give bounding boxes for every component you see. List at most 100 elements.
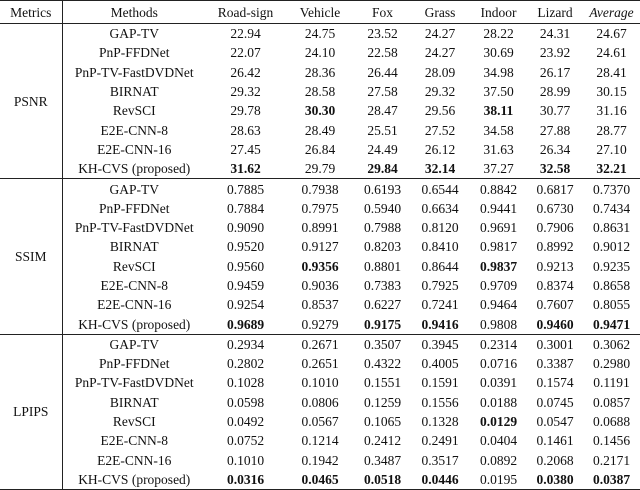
column-header: Road-sign: [206, 0, 285, 24]
method-name: BIRNAT: [109, 394, 159, 410]
value-cell: 22.58: [367, 45, 398, 61]
value-cell: 0.3945: [410, 333, 470, 355]
value-cell: 0.0857: [592, 394, 631, 410]
value-cell: 28.36: [304, 64, 336, 80]
value-cell: 24.61: [596, 45, 627, 61]
column-header: Average: [583, 0, 640, 24]
value-cell: 0.0446: [410, 469, 470, 490]
value-cell: 29.79: [285, 159, 355, 180]
value-cell: 0.2980: [592, 356, 631, 372]
value-cell: 0.0806: [301, 394, 339, 410]
value-cell: 0.7906: [536, 220, 574, 236]
table-row: RevSCI 29.78 30.30 28.47 29.56 38.11 30.77 31.1…: [0, 101, 640, 120]
value-cell: 24.67: [583, 23, 640, 44]
value-cell: 0.0188: [479, 394, 518, 410]
value-cell: 0.9127: [301, 239, 339, 255]
column-header: Indoor: [470, 0, 527, 24]
value-cell: 0.0598: [226, 394, 265, 410]
value-cell: 0.8120: [421, 220, 459, 236]
value-cell: 23.92: [539, 45, 571, 61]
value-cell: 0.8801: [363, 258, 402, 274]
value-cell: 0.9279: [285, 314, 355, 335]
value-cell: 34.98: [483, 64, 514, 80]
value-cell: 0.1574: [536, 375, 574, 391]
value-cell: 0.6193: [355, 178, 410, 199]
value-cell: 0.2314: [470, 333, 527, 355]
table-row: RevSCI 0.9560 0.9356 0.8801 0.8644 0.9837 0.92…: [0, 257, 640, 276]
value-cell: 0.9471: [583, 314, 640, 335]
metric-label: SSIM: [0, 178, 63, 335]
value-cell: 27.52: [424, 122, 456, 138]
value-cell: 0.7370: [583, 178, 640, 199]
value-cell: 0.8374: [536, 278, 574, 293]
value-cell: 0.8842: [470, 178, 527, 199]
value-cell: 25.51: [367, 122, 398, 138]
table-body: PSNR GAP-TV 22.94 24.75 23.52 24.27 28.22 24.31…: [0, 22, 640, 490]
table-row: SSIM GAP-TV 0.7885 0.7938 0.6193 0.6544 0.8842…: [0, 178, 640, 335]
value-cell: 0.2412: [363, 433, 402, 449]
value-cell: 24.10: [304, 45, 336, 61]
value-cell: 0.9459: [226, 278, 265, 293]
value-cell: 0.9460: [527, 314, 583, 335]
value-cell: 22.07: [230, 45, 261, 61]
value-cell: 0.8055: [592, 297, 631, 313]
value-cell: 0.8644: [421, 258, 459, 274]
value-cell: 0.0716: [479, 356, 518, 372]
method-name: PnP-FFDNet: [98, 356, 170, 372]
method-name: PnP-TV-FastDVDNet: [74, 375, 194, 391]
value-cell: 0.1010: [226, 452, 265, 468]
value-cell: 28.09: [424, 64, 456, 80]
value-cell: 38.11: [483, 103, 514, 119]
value-cell: 0.0688: [592, 414, 631, 430]
table-row: PnP-TV-FastDVDNet 0.9090 0.8991 0.7988 0.812…: [0, 218, 640, 237]
value-cell: 24.27: [424, 45, 456, 61]
value-cell: 0.8992: [536, 239, 574, 255]
value-cell: 0.0745: [536, 394, 574, 410]
method-name: E2E-CNN-8: [100, 433, 169, 449]
column-header: Vehicle: [285, 0, 355, 24]
value-cell: 0.6817: [527, 178, 583, 199]
value-cell: 29.56: [424, 103, 456, 119]
value-cell: 28.77: [596, 122, 627, 138]
table-row: KH-CVS (proposed) 0.9689 0.9279 0.9175 0.941…: [0, 314, 640, 335]
method-name: RevSCI: [112, 103, 156, 119]
value-cell: 0.9356: [301, 258, 339, 274]
value-cell: 32.14: [410, 159, 470, 180]
table-row: RevSCI 0.0492 0.0567 0.1065 0.1328 0.0129 0.05…: [0, 412, 640, 431]
table-row: PnP-TV-FastDVDNet 0.1028 0.1010 0.1551 0.159…: [0, 373, 640, 392]
value-cell: 0.8631: [592, 220, 631, 236]
value-cell: 23.52: [355, 23, 410, 44]
value-cell: 0.9012: [592, 239, 631, 255]
value-cell: 0.2802: [226, 356, 265, 372]
column-header: Grass: [410, 0, 470, 24]
metric-label: LPIPS: [0, 333, 63, 490]
value-cell: 0.6634: [421, 200, 459, 216]
value-cell: 0.2934: [206, 333, 285, 355]
method-name: PnP-FFDNet: [98, 45, 170, 61]
value-cell: 24.31: [527, 23, 583, 44]
value-cell: 0.7241: [421, 297, 459, 313]
value-cell: 0.3001: [527, 333, 583, 355]
value-cell: 0.9520: [226, 239, 265, 255]
value-cell: 0.7975: [301, 200, 339, 216]
value-cell: 0.9090: [226, 220, 265, 236]
table-row: PnP-FFDNet 0.7884 0.7975 0.5940 0.6634 0.9441…: [0, 199, 640, 218]
value-cell: 0.9691: [479, 220, 518, 236]
value-cell: 0.9441: [479, 200, 518, 216]
column-header: Lizard: [527, 0, 583, 24]
value-cell: 24.27: [410, 23, 470, 44]
value-cell: 30.15: [596, 84, 627, 100]
value-cell: 31.63: [483, 141, 514, 157]
metric-label: PSNR: [0, 22, 63, 180]
value-cell: 0.9036: [301, 278, 339, 293]
value-cell: 0.2651: [301, 356, 339, 372]
method-name: E2E-CNN-16: [97, 452, 172, 468]
value-cell: 28.49: [304, 122, 336, 138]
value-cell: 28.58: [304, 84, 336, 100]
value-cell: 26.42: [230, 64, 261, 80]
value-cell: 26.17: [539, 64, 571, 80]
value-cell: 22.94: [206, 23, 285, 44]
method-name: E2E-CNN-8: [100, 122, 169, 138]
